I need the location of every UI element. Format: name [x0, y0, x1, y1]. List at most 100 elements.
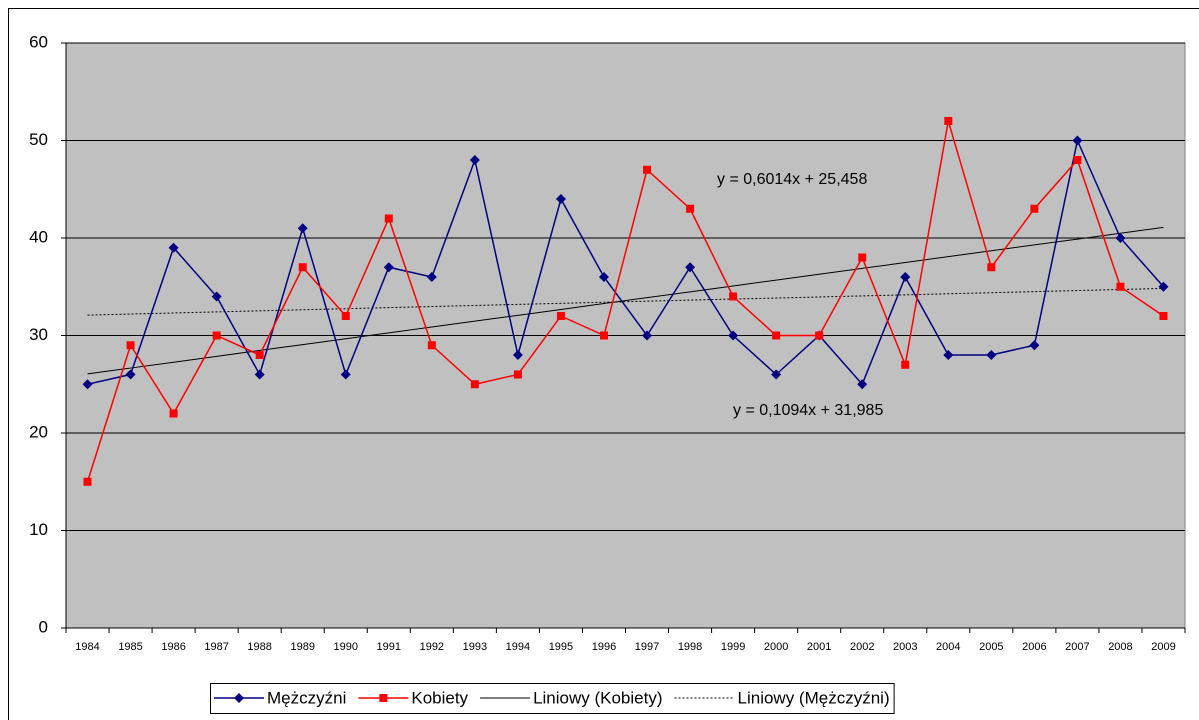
marker: [470, 380, 479, 389]
marker: [728, 330, 739, 341]
y-tick-label: 20: [29, 422, 48, 441]
plot: 0 10 20 30 40 50 60 1984 1985 1986 1987 1988 1989 199…: [29, 32, 1186, 653]
marker: [297, 223, 308, 234]
marker: [82, 379, 93, 390]
marker: [642, 330, 653, 341]
marker: [815, 331, 824, 340]
marker: [212, 331, 221, 340]
marker: [211, 291, 222, 302]
marker: [944, 117, 953, 125]
marker: [857, 379, 868, 390]
x-tick-label: 2007: [1065, 641, 1089, 653]
x-tick-label: 2000: [764, 641, 788, 653]
marker: [556, 312, 565, 320]
marker: [858, 253, 867, 262]
x-tick-label: 1990: [334, 641, 358, 653]
marker: [125, 369, 136, 380]
marker: [1159, 312, 1168, 320]
marker: [512, 350, 523, 360]
marker: [729, 292, 738, 301]
marker: [469, 155, 480, 165]
legend-box: [210, 683, 895, 714]
marker: [234, 693, 244, 703]
marker: [555, 194, 566, 204]
marker: [987, 263, 996, 272]
y-tick-label: 50: [29, 130, 48, 149]
series-line: [87, 138, 1165, 386]
x-tick-label: 1985: [118, 641, 142, 653]
x-tick-label: 1994: [506, 641, 530, 653]
marker: [598, 272, 609, 282]
legend: Mężczyźni Kobiety Liniowy (Kobiety) Liniowy…: [210, 683, 895, 714]
series-line: [87, 287, 1164, 316]
marker: [169, 409, 178, 418]
x-tick-label: 1995: [549, 641, 573, 653]
marker: [771, 369, 782, 380]
x-tick-label: 2004: [936, 641, 960, 653]
marker: [384, 214, 393, 223]
marker: [643, 165, 652, 174]
x-tick-label: 1997: [635, 641, 659, 653]
marker: [168, 242, 179, 253]
x-tick-label: 1992: [420, 641, 444, 653]
legend-label: Kobiety: [411, 688, 468, 707]
series-line: [86, 120, 1164, 482]
x-tick-label: 1998: [678, 641, 702, 653]
x-tick-label: 2005: [979, 641, 1003, 653]
trend-equation: y = 0,6014x + 25,458: [717, 171, 867, 188]
marker: [1073, 156, 1082, 164]
x-tick-label: 1987: [204, 641, 228, 653]
x-tick-label: 1991: [377, 641, 401, 653]
x-tick-label: 1999: [721, 641, 745, 653]
marker: [1072, 135, 1083, 146]
marker: [1029, 340, 1040, 351]
marker: [426, 272, 437, 282]
marker: [298, 263, 307, 272]
marker: [900, 272, 911, 282]
marker: [341, 312, 350, 320]
marker: [83, 477, 92, 486]
marker: [772, 331, 781, 340]
marker: [901, 360, 910, 369]
marker: [383, 262, 394, 273]
marker: [379, 694, 388, 702]
marker: [986, 350, 997, 360]
x-tick-label: 1986: [161, 641, 185, 653]
x-tick-label: 1996: [592, 641, 616, 653]
x-tick-label: 2003: [893, 641, 917, 653]
marker: [1158, 281, 1169, 292]
y-tick-label: 30: [29, 325, 48, 344]
x-tick-label: 1993: [463, 641, 487, 653]
legend-label: Liniowy (Mężczyźni): [738, 688, 890, 707]
x-tick-label: 2008: [1108, 641, 1132, 653]
y-tick-label: 0: [39, 617, 48, 636]
marker: [943, 350, 954, 360]
marker: [340, 369, 351, 380]
marker: [1030, 204, 1039, 213]
marker: [1116, 282, 1125, 291]
marker: [513, 370, 522, 379]
marker: [254, 369, 265, 380]
marker: [126, 341, 135, 350]
y-tick-label: 60: [29, 32, 48, 51]
marker: [1115, 233, 1126, 243]
x-tick-label: 2002: [850, 641, 874, 653]
marker: [255, 351, 264, 359]
x-tick-label: 1989: [290, 641, 314, 653]
x-tick-label: 2006: [1022, 641, 1046, 653]
marker: [686, 204, 695, 213]
marker: [427, 341, 436, 350]
y-tick-label: 40: [29, 227, 48, 246]
x-tick-label: 2009: [1151, 641, 1175, 653]
marker: [599, 331, 608, 340]
x-tick-label: 1988: [247, 641, 271, 653]
legend-label: Mężczyźni: [267, 688, 346, 707]
marker: [685, 262, 696, 273]
legend-label: Liniowy (Kobiety): [533, 688, 662, 707]
y-tick-label: 10: [29, 520, 48, 539]
x-tick-label: 2001: [807, 641, 831, 653]
x-tick-label: 1984: [75, 641, 99, 653]
trend-equation: y = 0,1094x + 31,985: [733, 402, 883, 419]
